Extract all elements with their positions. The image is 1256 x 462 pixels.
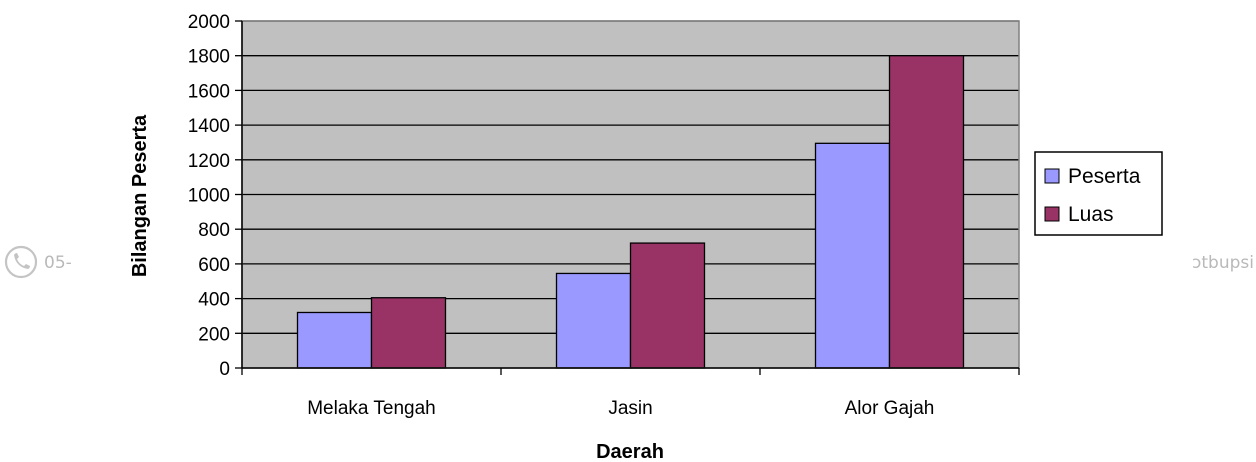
bar-luas-alor-gajah [888,55,965,369]
x-tick-label: Alor Gajah [845,398,935,419]
bar-luas-jasin [629,242,706,369]
y-tick-label: 1400 [188,116,230,137]
legend-label-luas: Luas [1068,203,1114,226]
y-tick-label: 1800 [188,47,230,68]
watermark-left-text: 05- [44,253,72,273]
axes [235,20,1020,375]
y-tick-label: 1600 [188,81,230,102]
y-tick-label: 1000 [188,186,230,207]
y-tick-label: 800 [198,220,230,241]
bar-peserta-jasin [555,272,632,369]
x-tick-label: Melaka Tengah [307,398,436,419]
bars [296,55,965,369]
legend-label-peserta: Peserta [1068,165,1141,188]
y-tick-labels: 0 200 400 600 800 1000 1200 1400 1600 1800 2000 [188,12,230,380]
y-tick-label: 2000 [188,12,230,33]
y-tick-label: 400 [198,290,230,311]
y-axis-title: Bilangan Peserta [129,114,151,277]
legend-swatch-peserta [1044,168,1060,184]
watermark: 05- ɔtbupsi [4,245,1254,279]
bar-peserta-melaka-tengah [296,311,373,369]
bar-peserta-alor-gajah [814,142,891,369]
legend-swatch-luas [1044,206,1060,222]
x-axis-title: Daerah [596,441,664,462]
y-tick-label: 0 [219,359,230,380]
y-tick-label: 600 [198,255,230,276]
bar-luas-melaka-tengah [370,297,447,369]
watermark-right-text: ɔtbupsi [1192,253,1254,273]
legend: Peserta Luas [1034,151,1163,236]
x-tick-labels: Melaka Tengah Jasin Alor Gajah [307,398,934,419]
phone-icon [4,245,38,279]
y-tick-label: 200 [198,324,230,345]
x-tick-label: Jasin [608,398,652,419]
y-tick-label: 1200 [188,151,230,172]
